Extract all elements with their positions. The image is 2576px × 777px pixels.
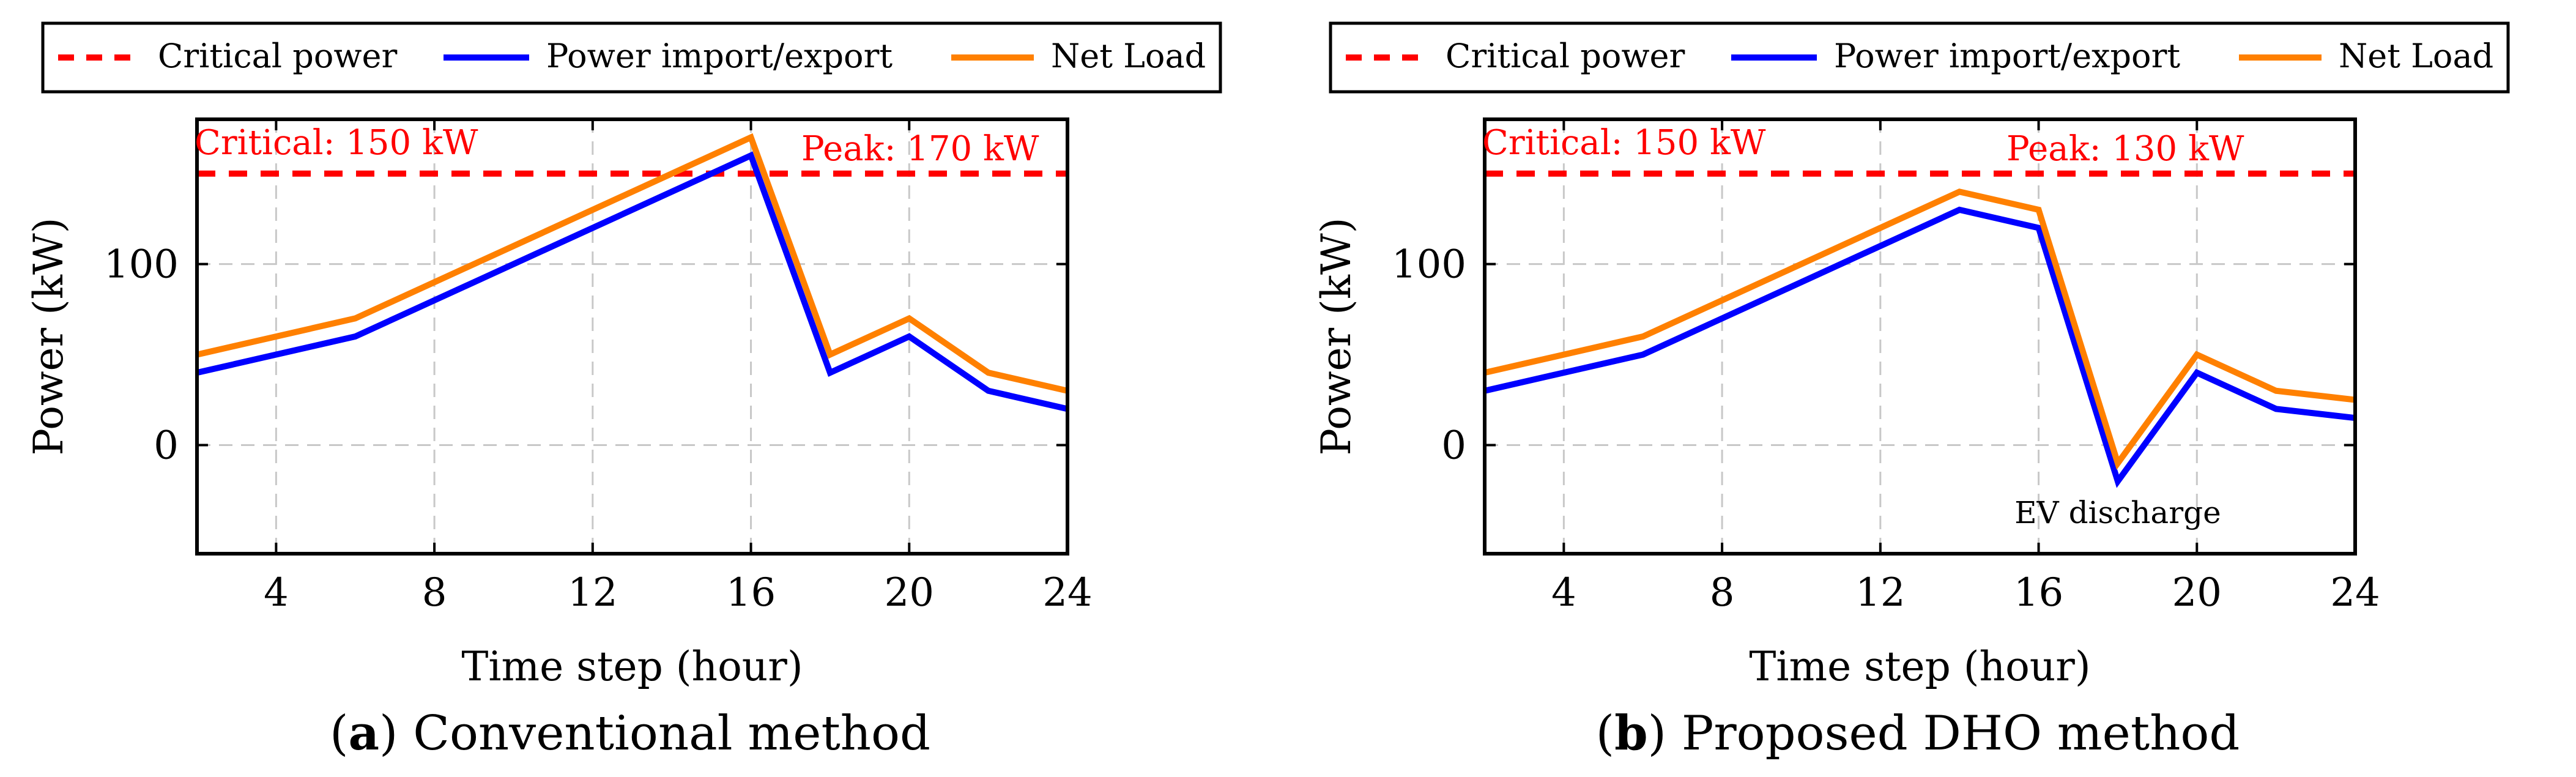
- x-tick-label: 20: [885, 570, 934, 615]
- panel-caption: (b) Proposed DHO method: [1596, 705, 2240, 761]
- x-axis-label: Time step (hour): [461, 643, 803, 690]
- caption-paren-close: ): [1648, 706, 1682, 761]
- grid: [1485, 119, 2355, 554]
- y-axis-label: Power (kW): [25, 218, 72, 456]
- y-tick-label: 100: [1392, 242, 1466, 288]
- x-tick-label: 8: [422, 570, 447, 615]
- critical-annotation: Critical: 150 kW: [195, 123, 478, 163]
- x-tick-label: 4: [1551, 570, 1576, 615]
- panel-caption: (a) Conventional method: [330, 705, 930, 761]
- series-power-import-export: [197, 151, 1067, 412]
- caption-label: b: [1614, 705, 1648, 761]
- series-power-import-export: [1485, 206, 2355, 488]
- caption-paren-open: (: [330, 706, 348, 761]
- y-tick-label: 0: [1441, 423, 1466, 469]
- grid: [197, 119, 1067, 554]
- ticks: 4 8 12 16 20 24 0 100: [104, 119, 1093, 615]
- legend-power-import-export-label: Power import/export: [546, 37, 893, 75]
- axes-frame: [1483, 117, 2357, 556]
- legend: Critical power Power import/export Net Loa…: [1329, 21, 2510, 94]
- caption-label: a: [348, 705, 379, 761]
- x-tick-label: 8: [1710, 570, 1735, 615]
- y-axis-label: Power (kW): [1313, 218, 1360, 456]
- legend-critical-power-label: Critical power: [158, 37, 398, 75]
- panel-a: Critical power Power import/export Net Loa…: [25, 21, 1222, 761]
- caption-text: Conventional method: [413, 706, 930, 761]
- caption-paren-close: ): [379, 706, 413, 761]
- caption-paren-open: (: [1596, 706, 1614, 761]
- x-tick-label: 20: [2172, 570, 2222, 615]
- ticks: 4 8 12 16 20 24 0 100: [1392, 119, 2380, 615]
- panel-b: Critical power Power import/export Net Loa…: [1288, 0, 2575, 777]
- series-net-load: [1485, 188, 2355, 470]
- peak-annotation: Peak: 170 kW: [801, 129, 1039, 169]
- x-tick-label: 24: [2330, 570, 2380, 615]
- chart-a: Critical power Power import/export Net Loa…: [25, 21, 1222, 761]
- y-tick-label: 0: [154, 423, 179, 469]
- x-tick-label: 16: [726, 570, 776, 615]
- ev-discharge-annotation: EV discharge: [2014, 495, 2221, 530]
- legend: Critical power Power import/export Net Loa…: [41, 21, 1222, 94]
- y-tick-label: 100: [104, 242, 179, 288]
- x-tick-label: 4: [264, 570, 289, 615]
- axes-frame: [195, 117, 1069, 556]
- x-axis-label: Time step (hour): [1749, 643, 2090, 690]
- legend-net-load-label: Net Load: [2339, 37, 2493, 75]
- chart-b: Critical power Power import/export Net Loa…: [1313, 21, 2510, 761]
- x-tick-label: 24: [1042, 570, 1092, 615]
- plot-area: [1485, 170, 2355, 488]
- x-tick-label: 16: [2014, 570, 2063, 615]
- x-tick-label: 12: [568, 570, 617, 615]
- legend-critical-power-label: Critical power: [1446, 37, 1685, 75]
- critical-annotation: Critical: 150 kW: [1482, 123, 1766, 163]
- caption-text: Proposed DHO method: [1682, 706, 2240, 761]
- peak-annotation: Peak: 130 kW: [2006, 129, 2244, 169]
- legend-net-load-label: Net Load: [1051, 37, 1206, 75]
- plot-area: [197, 133, 1067, 412]
- series-net-load: [197, 133, 1067, 394]
- legend-power-import-export-label: Power import/export: [1834, 37, 2180, 75]
- x-tick-label: 12: [1855, 570, 1905, 615]
